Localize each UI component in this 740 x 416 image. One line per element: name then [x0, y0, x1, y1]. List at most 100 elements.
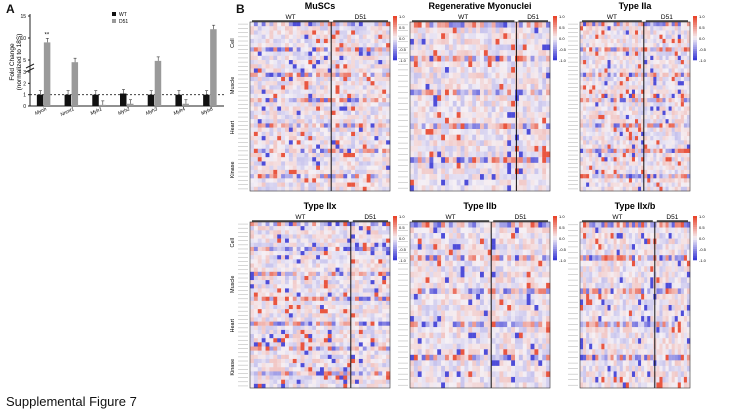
heatmap-cell	[586, 34, 590, 40]
heatmap-cell	[296, 30, 301, 35]
heatmap-cell	[534, 162, 539, 169]
heatmap-cell	[382, 242, 387, 248]
heatmap-cell	[265, 242, 270, 248]
heatmap-cell	[308, 238, 313, 243]
heatmap-cell	[671, 127, 675, 133]
heatmap-cell	[601, 174, 605, 179]
heatmap-cell	[339, 152, 344, 158]
heatmap-cell	[304, 251, 309, 256]
heatmap-cell	[662, 174, 666, 179]
heatmap-cell	[285, 275, 290, 281]
heatmap-cell	[417, 157, 422, 164]
heatmap-cell	[589, 136, 593, 141]
heatmap-cell	[335, 85, 340, 90]
heatmap-cell	[300, 30, 305, 35]
heatmap-cell	[619, 60, 623, 65]
heatmap-cell	[323, 64, 328, 69]
heatmap-cell	[362, 246, 367, 252]
heatmap-cell	[269, 186, 274, 192]
heatmap-cell	[595, 157, 599, 162]
heatmap-cell	[335, 93, 340, 99]
heatmap-cell	[323, 60, 328, 65]
heatmap-cell	[421, 67, 426, 73]
heatmap-cell	[355, 76, 360, 82]
heatmap-cell	[331, 34, 336, 40]
heatmap-cell	[680, 26, 685, 31]
heatmap-cell	[495, 168, 500, 175]
heatmap-cell	[292, 182, 297, 187]
heatmap-cell	[644, 131, 648, 137]
heatmap-cell	[308, 30, 313, 35]
heatmap-cell	[347, 127, 352, 133]
heatmap-cell	[358, 267, 363, 272]
heatmap-cell	[487, 33, 492, 40]
heatmap-cell	[374, 64, 379, 69]
heatmap-cell	[526, 129, 531, 135]
heatmap-cell	[277, 148, 282, 154]
heatmap-cell	[671, 98, 675, 103]
heatmap-cell	[601, 157, 605, 162]
heatmap-cell	[347, 98, 352, 103]
heatmap-cell	[320, 55, 325, 61]
heatmap-cell	[622, 26, 627, 31]
heatmap-cell	[641, 178, 645, 183]
heatmap-cell	[610, 85, 614, 90]
heatmap-cell	[253, 47, 258, 52]
heatmap-cell	[304, 165, 309, 171]
heatmap-cell	[382, 34, 387, 40]
heatmap-cell	[656, 119, 660, 124]
heatmap-cell	[472, 83, 477, 90]
heatmap-cell	[680, 22, 685, 27]
heatmap-cell	[281, 242, 286, 248]
heatmap-cell	[292, 292, 297, 297]
heatmap-cell	[604, 127, 608, 133]
heatmap-cell	[604, 169, 608, 175]
heatmap-cell	[595, 148, 599, 154]
heatmap-cell	[257, 64, 262, 69]
heatmap-cell	[410, 185, 415, 192]
heatmap-cell	[335, 259, 340, 264]
heatmap-cell	[265, 267, 270, 272]
heatmap-cell	[662, 182, 666, 187]
heatmap-cell	[308, 161, 313, 166]
y-tick-label: 0	[23, 104, 26, 110]
heatmap-cell	[644, 165, 648, 171]
heatmap-cell	[292, 174, 297, 179]
heatmap-cell	[413, 95, 418, 102]
heatmap-cell	[312, 131, 317, 137]
heatmap-cell	[362, 186, 367, 192]
heatmap-cell	[250, 230, 255, 235]
heatmap-cell	[386, 34, 391, 40]
heatmap-cell	[265, 26, 270, 31]
heatmap-cell	[382, 288, 387, 293]
heatmap-cell	[487, 78, 492, 85]
heatmap-cell	[607, 148, 611, 154]
group-label-d51: D51	[355, 14, 367, 21]
heatmap-cell	[355, 161, 360, 166]
heatmap-cell	[441, 168, 446, 175]
heatmap-cell	[653, 161, 657, 166]
heatmap-cell	[281, 246, 286, 252]
heatmap-cell	[296, 178, 301, 183]
heatmap-cell	[607, 169, 611, 175]
heatmap-cell	[495, 61, 500, 68]
heatmap-cell	[386, 26, 391, 31]
heatmap-cell	[347, 81, 352, 86]
heatmap-cell	[343, 34, 348, 40]
heatmap-cell	[410, 33, 415, 40]
heatmap-cell	[656, 182, 660, 187]
heatmap-cell	[650, 161, 654, 166]
heatmap-cell	[257, 178, 262, 183]
heatmap-cell	[296, 43, 301, 48]
heatmap-cell	[370, 43, 375, 48]
heatmap-cell	[288, 169, 293, 175]
heatmap-cell	[445, 157, 450, 164]
heatmap-cell	[421, 44, 426, 51]
heatmap-cell	[452, 145, 457, 152]
heatmap-cell	[668, 165, 672, 171]
heatmap-cell	[425, 95, 430, 102]
heatmap-cell	[622, 47, 627, 52]
heatmap-cell	[355, 271, 360, 277]
heatmap-cell	[656, 152, 660, 158]
heatmap-cell	[668, 30, 672, 35]
